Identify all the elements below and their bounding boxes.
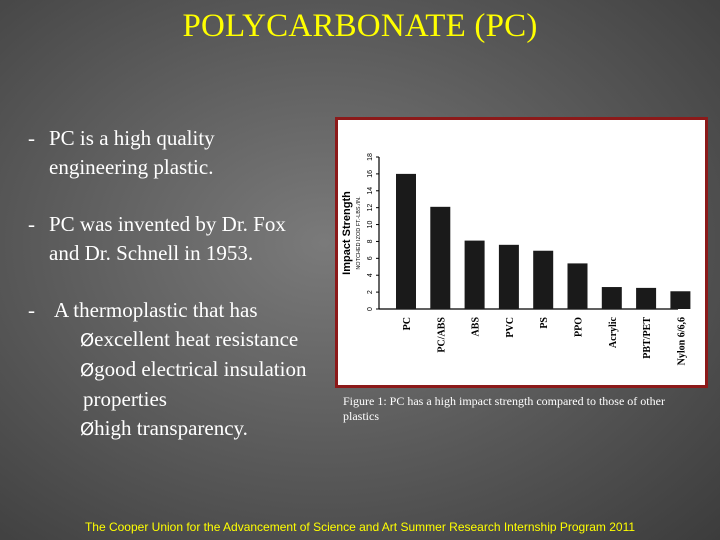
x-category-label: PVC (505, 317, 516, 338)
sub-bullet-text: properties (83, 387, 167, 411)
footer-text: The Cooper Union for the Advancement of … (84, 520, 636, 534)
y-axis-sublabel: NOTCHED IZOD FT.-LBS./IN. (356, 196, 362, 270)
bullet-dash: - (28, 298, 35, 322)
x-category-label: ABS (471, 317, 482, 337)
bar (498, 244, 519, 309)
x-category-label: PBT/PET (642, 317, 653, 359)
chart-frame: 0 2 4 6 8 10 12 14 16 18 Impact Strength NOTCHED IZ… (335, 117, 708, 388)
sub-bullet: Øexcellent heat resistance (49, 325, 306, 355)
sub-bullet-text: excellent heat resistance (94, 327, 299, 351)
sub-bullet-text: high transparency. (94, 416, 248, 440)
x-category-label: PC (402, 317, 413, 330)
bullet-line: PC is a high quality (49, 126, 215, 150)
y-axis-label: Impact Strength (341, 191, 353, 275)
x-category-label: Acrylic (608, 316, 619, 348)
y-tick-label: 0 (367, 307, 374, 311)
bar (396, 173, 416, 309)
bar (670, 291, 691, 309)
bar (430, 206, 451, 309)
bar (636, 287, 657, 309)
bar (533, 250, 554, 309)
x-category-label: PS (539, 317, 550, 329)
arrow-bullet-icon: Ø (80, 330, 95, 351)
figure-caption: Figure 1: PC has a high impact strength … (343, 394, 665, 423)
bar (601, 287, 622, 309)
y-tick-label: 6 (367, 256, 374, 260)
y-tick-label: 18 (367, 153, 374, 161)
arrow-bullet-icon: Ø (80, 360, 95, 381)
sub-bullet: Øgood electrical insulation (49, 355, 306, 385)
y-tick-label: 2 (367, 290, 374, 294)
bullet-line: A thermoplastic that has (54, 298, 258, 322)
bar (567, 263, 588, 309)
bullet-line: and Dr. Schnell in 1953. (49, 241, 254, 265)
impact-strength-chart: 0 2 4 6 8 10 12 14 16 18 Impact Strength NOTCHED IZ… (341, 153, 691, 365)
arrow-bullet-icon: Ø (80, 419, 95, 440)
y-tick-label: 12 (367, 204, 374, 212)
y-tick-label: 8 (367, 239, 374, 243)
x-category-label: PPO (574, 317, 585, 337)
bullet-item: - PC was invented by Dr. Fox and Dr. Sch… (28, 210, 286, 268)
bullet-dash: - (28, 212, 35, 236)
bullet-item: - A thermoplastic that has Øexcellent he… (28, 296, 306, 444)
sub-bullet: Øhigh transparency. (49, 414, 306, 444)
x-category-label: PC/ABS (436, 317, 447, 353)
sub-bullet-text: good electrical insulation (94, 357, 307, 381)
bullet-item: - PC is a high quality engineering plast… (28, 124, 215, 182)
bullet-line: PC was invented by Dr. Fox (49, 212, 286, 236)
sub-bullet-continuation: properties (49, 385, 306, 414)
slide-title: POLYCARBONATE (PC) (182, 8, 538, 44)
bullet-line: engineering plastic. (49, 155, 214, 179)
x-category-label: Nylon 6/6,6 (676, 317, 687, 365)
y-tick-label: 10 (367, 221, 374, 229)
y-tick-label: 14 (367, 187, 374, 195)
y-tick-label: 4 (367, 273, 374, 277)
bullet-dash: - (28, 126, 35, 150)
y-tick-label: 16 (367, 170, 374, 178)
bar (464, 240, 485, 309)
